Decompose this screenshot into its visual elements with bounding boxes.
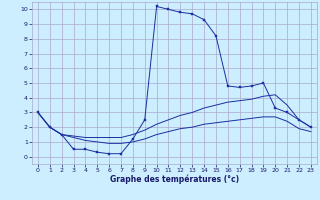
X-axis label: Graphe des températures (°c): Graphe des températures (°c) bbox=[110, 175, 239, 184]
